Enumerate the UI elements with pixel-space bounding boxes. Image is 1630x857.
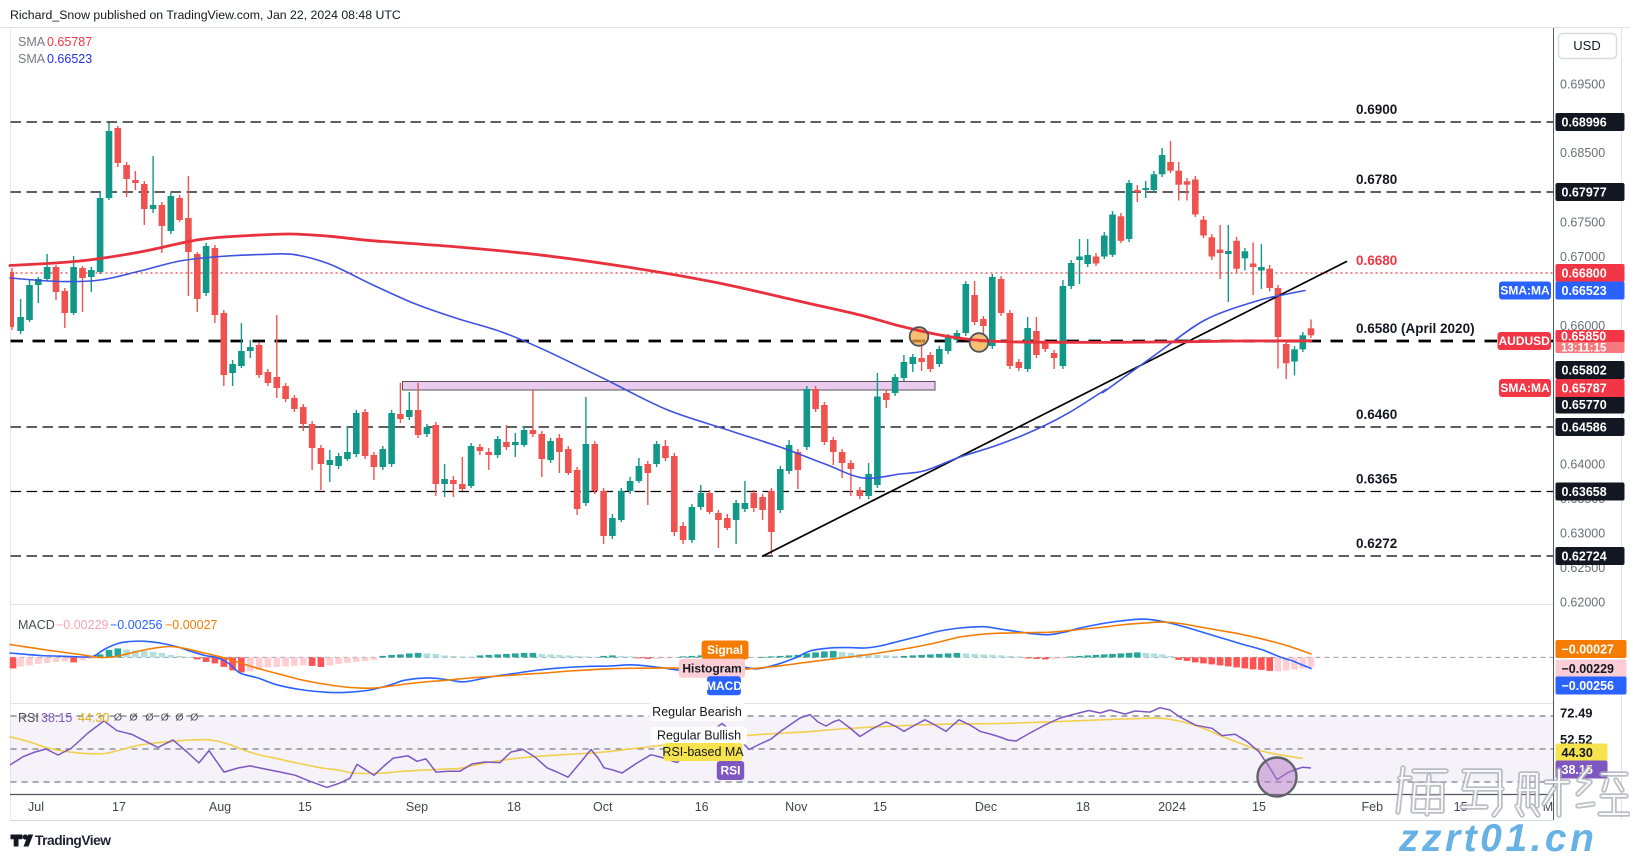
svg-text:Histogram: Histogram — [682, 662, 741, 676]
svg-text:15: 15 — [298, 800, 312, 814]
svg-text:Richard_Snow published on Trad: Richard_Snow published on TradingView.co… — [10, 8, 401, 22]
svg-text:18: 18 — [507, 800, 521, 814]
svg-text:0.64586: 0.64586 — [1562, 420, 1607, 434]
svg-text:0.63000: 0.63000 — [1560, 527, 1605, 541]
svg-text:0.66800: 0.66800 — [1562, 266, 1607, 280]
svg-text:15: 15 — [1252, 800, 1266, 814]
svg-text:Regular Bullish: Regular Bullish — [657, 729, 741, 743]
svg-text:0.6365: 0.6365 — [1356, 472, 1398, 487]
svg-text:0.66523: 0.66523 — [1562, 284, 1607, 298]
svg-text:Oct: Oct — [593, 800, 613, 814]
svg-text:AUDUSD: AUDUSD — [1499, 334, 1551, 348]
svg-text:MACD: MACD — [706, 679, 742, 693]
svg-text:17: 17 — [112, 800, 126, 814]
svg-text:Ø: Ø — [145, 712, 153, 724]
svg-text:0.6900: 0.6900 — [1356, 102, 1397, 117]
svg-text:Sep: Sep — [406, 800, 428, 814]
svg-text:0.6680: 0.6680 — [1356, 253, 1397, 268]
svg-text:−0.00256: −0.00256 — [110, 618, 163, 632]
svg-text:Aug: Aug — [209, 800, 231, 814]
svg-text:0.66523: 0.66523 — [47, 52, 92, 66]
svg-text:SMA: SMA — [18, 35, 46, 49]
svg-text:72.49: 72.49 — [1560, 706, 1593, 721]
svg-text:0.66000: 0.66000 — [1560, 319, 1605, 333]
svg-text:0.65770: 0.65770 — [1562, 398, 1607, 412]
svg-text:Feb: Feb — [1362, 800, 1384, 814]
svg-text:15: 15 — [873, 800, 887, 814]
svg-text:0.6272: 0.6272 — [1356, 536, 1397, 551]
svg-text:Jul: Jul — [28, 800, 44, 814]
svg-text:RSI: RSI — [18, 711, 39, 725]
svg-text:0.65802: 0.65802 — [1562, 363, 1607, 377]
svg-text:M: M — [1543, 800, 1553, 814]
svg-text:USD: USD — [1573, 38, 1600, 53]
svg-text:0.67977: 0.67977 — [1562, 185, 1607, 199]
svg-text:−0.00229: −0.00229 — [1562, 662, 1615, 676]
svg-text:52.52: 52.52 — [1560, 732, 1593, 747]
svg-text:0.67500: 0.67500 — [1560, 216, 1605, 230]
svg-text:0.63658: 0.63658 — [1562, 485, 1607, 499]
svg-text:0.65850: 0.65850 — [1561, 330, 1606, 344]
svg-text:0.67000: 0.67000 — [1560, 250, 1605, 264]
svg-text:Ø: Ø — [129, 712, 137, 724]
svg-text:zzrt01.cn: zzrt01.cn — [1398, 817, 1597, 857]
svg-text:Ø: Ø — [190, 712, 198, 724]
svg-text:18: 18 — [1076, 800, 1090, 814]
svg-text:2024: 2024 — [1158, 800, 1186, 814]
svg-text:RSI: RSI — [720, 764, 740, 778]
svg-text:0.69500: 0.69500 — [1560, 78, 1605, 92]
svg-text:0.62724: 0.62724 — [1562, 549, 1607, 563]
svg-text:44.30: 44.30 — [1562, 746, 1593, 760]
svg-text:0.65787: 0.65787 — [47, 35, 92, 49]
svg-text:SMA:MA: SMA:MA — [1500, 284, 1550, 298]
svg-text:0.62000: 0.62000 — [1560, 596, 1605, 610]
svg-text:Nov: Nov — [785, 800, 808, 814]
svg-text:Ø: Ø — [161, 712, 169, 724]
svg-text:Signal: Signal — [707, 643, 743, 657]
svg-text:RSI-based MA: RSI-based MA — [662, 745, 744, 759]
svg-text:0.64000: 0.64000 — [1560, 458, 1605, 472]
svg-text:SMA: SMA — [18, 52, 46, 66]
svg-text:−0.00229: −0.00229 — [56, 618, 109, 632]
svg-text:16: 16 — [695, 800, 709, 814]
svg-text:−0.00027: −0.00027 — [165, 618, 218, 632]
svg-text:Ø: Ø — [114, 712, 122, 724]
svg-text:MACD: MACD — [18, 618, 55, 632]
svg-text:13:11:15: 13:11:15 — [1561, 343, 1607, 355]
svg-text:0.6580 (April 2020): 0.6580 (April 2020) — [1356, 321, 1475, 336]
svg-text:SMA:MA: SMA:MA — [1500, 381, 1550, 395]
svg-text:Ø: Ø — [175, 712, 183, 724]
svg-text:0.68500: 0.68500 — [1560, 146, 1605, 160]
svg-text:0.6780: 0.6780 — [1356, 172, 1397, 187]
svg-text:0.65787: 0.65787 — [1562, 381, 1607, 395]
svg-text:−0.00256: −0.00256 — [1562, 679, 1615, 693]
svg-text:44.30: 44.30 — [78, 711, 109, 725]
svg-text:38:15: 38:15 — [41, 711, 72, 725]
svg-text:Regular Bearish: Regular Bearish — [652, 705, 742, 719]
svg-text:−0.00027: −0.00027 — [1562, 642, 1615, 656]
svg-text:0.68996: 0.68996 — [1562, 115, 1607, 129]
svg-text:0.6460: 0.6460 — [1356, 407, 1397, 422]
svg-text:TradingView: TradingView — [35, 833, 111, 848]
svg-text:Dec: Dec — [975, 800, 997, 814]
